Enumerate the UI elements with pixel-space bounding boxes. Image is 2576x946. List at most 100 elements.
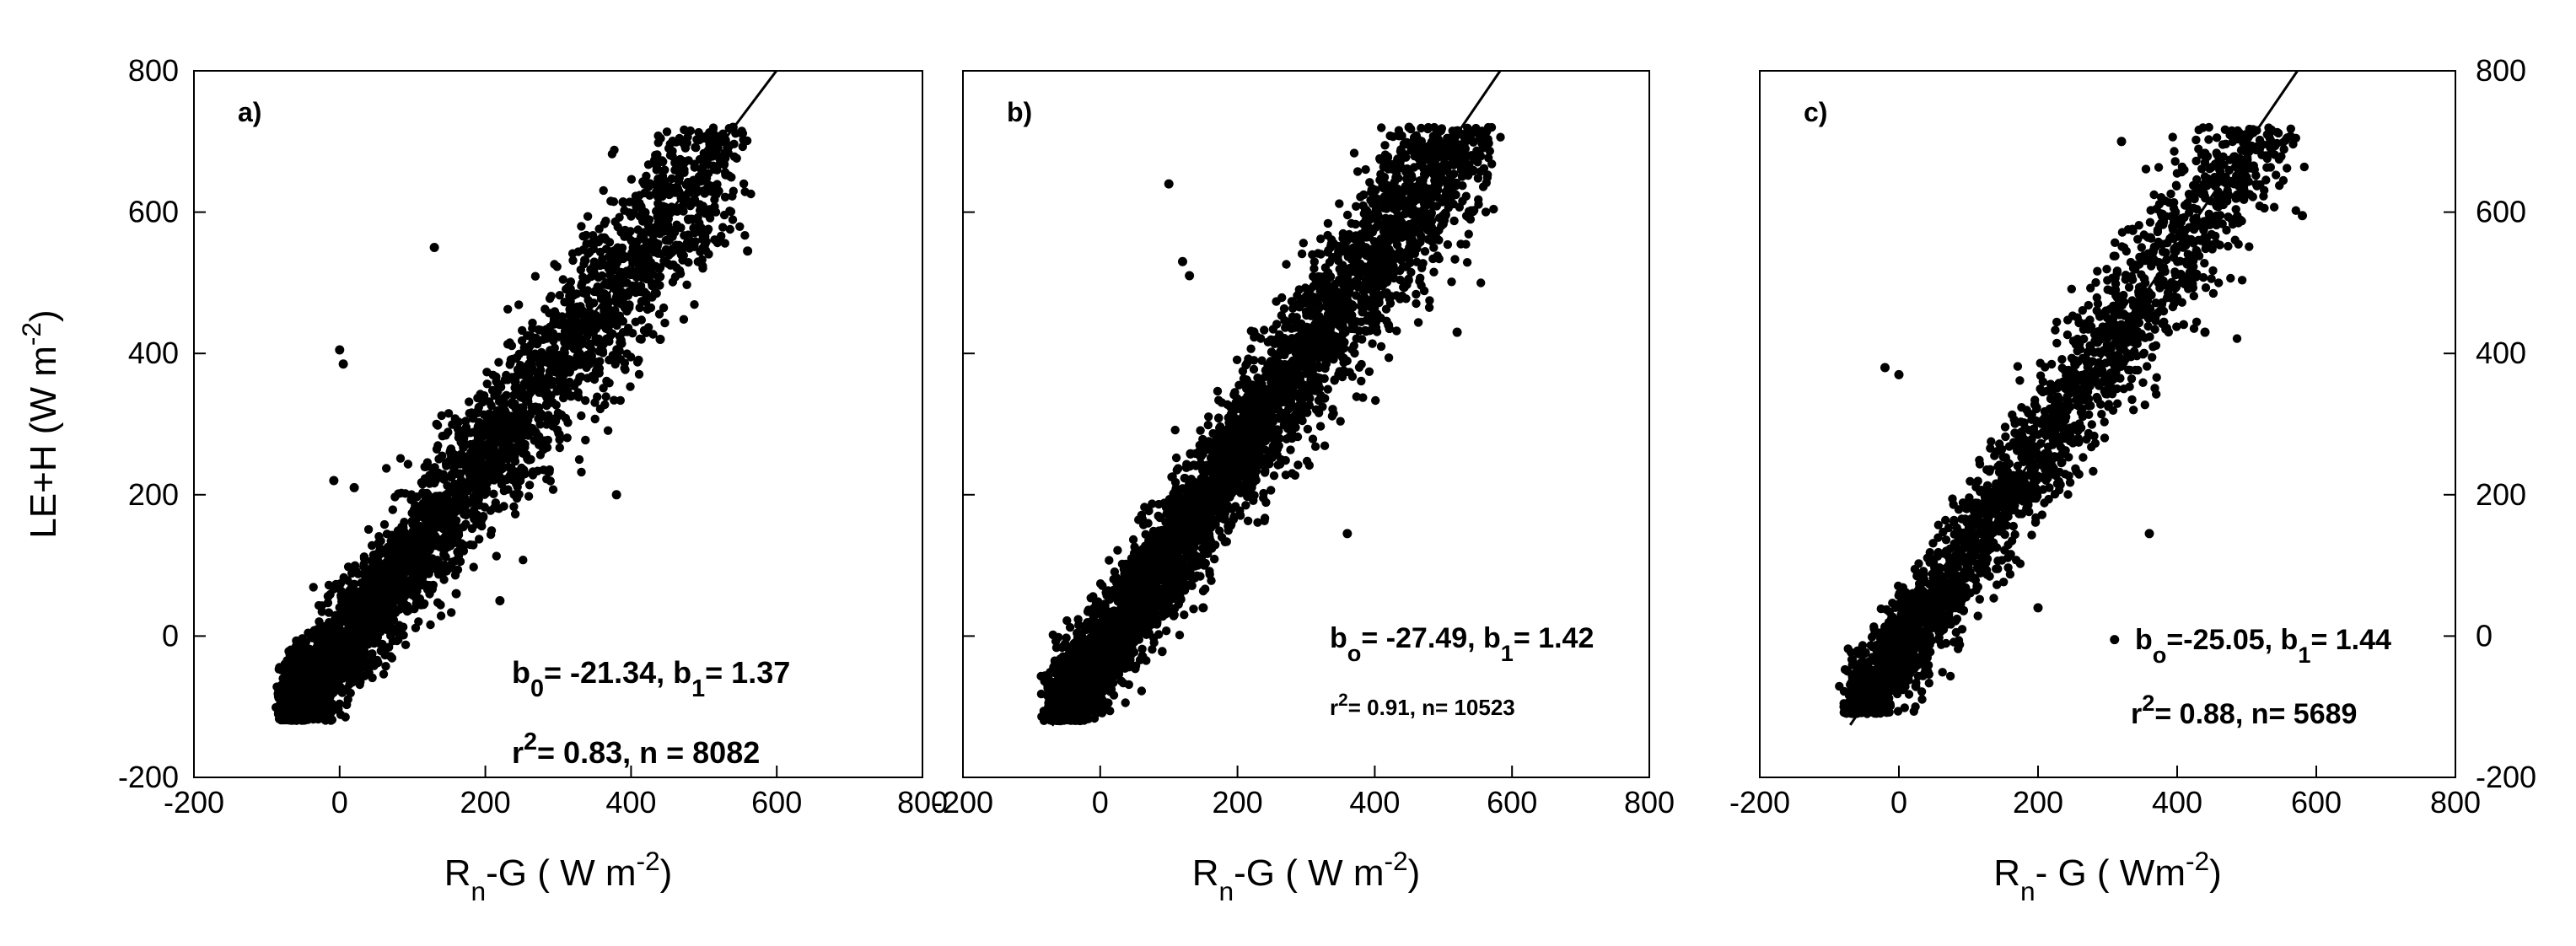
scatter-point <box>338 600 347 610</box>
scatter-point <box>540 436 550 445</box>
scatter-point <box>599 384 608 393</box>
scatter-point <box>724 171 734 180</box>
scatter-point <box>550 260 559 269</box>
scatter-point <box>591 366 601 376</box>
scatter-point <box>518 468 528 477</box>
scatter-point <box>578 232 588 241</box>
scatter-point <box>286 672 295 681</box>
scatter-point <box>514 300 524 309</box>
scatter-point <box>595 320 605 330</box>
x-tick-label: 800 <box>897 785 948 820</box>
scatter-point <box>492 372 501 382</box>
scatter-point <box>590 234 600 245</box>
scatter-point <box>637 215 648 225</box>
panel-label: a) <box>238 97 261 127</box>
scatter-point <box>385 612 394 622</box>
scatter-point <box>1462 258 1472 267</box>
scatter-point <box>582 239 591 249</box>
x-tick-label: 200 <box>1213 785 1263 820</box>
scatter-point <box>653 178 663 187</box>
scatter-point <box>690 195 700 204</box>
scatter-point <box>612 345 621 354</box>
scatter-point <box>441 459 451 469</box>
scatter-point <box>429 243 439 252</box>
scatter-point <box>562 325 572 335</box>
scatter-point <box>499 502 508 511</box>
scatter-point <box>367 649 376 658</box>
scatter-point <box>352 599 362 609</box>
scatter-point <box>326 666 336 675</box>
y-axis-title: LE+H (W m-2) <box>16 309 64 538</box>
scatter-point <box>610 355 620 364</box>
scatter-point <box>441 431 450 440</box>
scatter-point <box>295 642 304 652</box>
scatter-point <box>643 304 653 314</box>
scatter-point <box>589 257 599 266</box>
scatter-point <box>628 329 637 338</box>
scatter-point <box>650 288 660 298</box>
scatter-point <box>417 555 426 564</box>
scatter-point <box>1429 267 1439 277</box>
scatter-point <box>593 282 602 292</box>
scatter-point <box>417 525 427 535</box>
scatter-point <box>660 205 670 214</box>
x-tick-label: 0 <box>1092 785 1109 820</box>
scatter-point <box>658 156 667 165</box>
scatter-point <box>420 462 429 471</box>
scatter-point <box>539 445 548 454</box>
scatter-point <box>1148 645 1157 654</box>
scatter-point <box>447 563 457 572</box>
scatter-point <box>549 336 558 346</box>
scatter-point <box>503 462 514 472</box>
scatter-point <box>495 596 505 605</box>
scatter-point <box>461 519 471 529</box>
scatter-point <box>627 175 637 184</box>
scatter-point <box>446 445 455 454</box>
scatter-point <box>387 653 397 663</box>
scatter-point <box>655 272 665 282</box>
scatter-point <box>644 215 654 224</box>
scatter-point <box>642 274 652 284</box>
scatter-point <box>325 708 335 718</box>
scatter-point <box>632 281 641 291</box>
scatter-point <box>426 620 435 630</box>
scatter-point <box>406 495 416 504</box>
scatter-point <box>680 157 690 166</box>
scatter-point <box>574 454 584 465</box>
scatter-point <box>653 164 663 174</box>
scatter-point <box>615 212 624 222</box>
scatter-point <box>304 628 313 637</box>
scatter-point <box>1371 395 1380 406</box>
scatter-point <box>326 626 336 636</box>
scatter-point <box>1203 420 1213 430</box>
scatter-point <box>675 269 686 278</box>
scatter-point <box>450 508 460 517</box>
scatter-point <box>670 228 680 237</box>
scatter-point <box>399 570 409 579</box>
scatter-point <box>302 701 312 712</box>
scatter-point <box>476 514 487 524</box>
scatter-point <box>653 131 663 141</box>
scatter-point <box>281 699 290 709</box>
scatter-point <box>391 579 401 589</box>
scatter-point <box>1175 631 1185 640</box>
scatter-point <box>539 465 548 475</box>
scatter-point <box>475 535 484 544</box>
scatter-point <box>546 391 556 400</box>
scatter-point <box>473 489 482 499</box>
scatter-point <box>444 409 454 418</box>
scatter-point <box>653 138 663 148</box>
scatter-point <box>637 260 646 269</box>
scatter-point <box>492 448 501 458</box>
scatter-point <box>577 222 586 231</box>
x-axis-title: Rn-G ( W m-2) <box>444 846 673 906</box>
scatter-point <box>702 226 713 235</box>
scatter-point <box>460 460 470 470</box>
scatter-point <box>1210 554 1219 564</box>
scatter-point <box>618 328 628 337</box>
scatter-point <box>605 297 614 307</box>
scatter-point <box>335 626 344 636</box>
scatter-point <box>470 514 479 524</box>
scatter-point <box>743 246 753 256</box>
scatter-point <box>710 164 719 175</box>
